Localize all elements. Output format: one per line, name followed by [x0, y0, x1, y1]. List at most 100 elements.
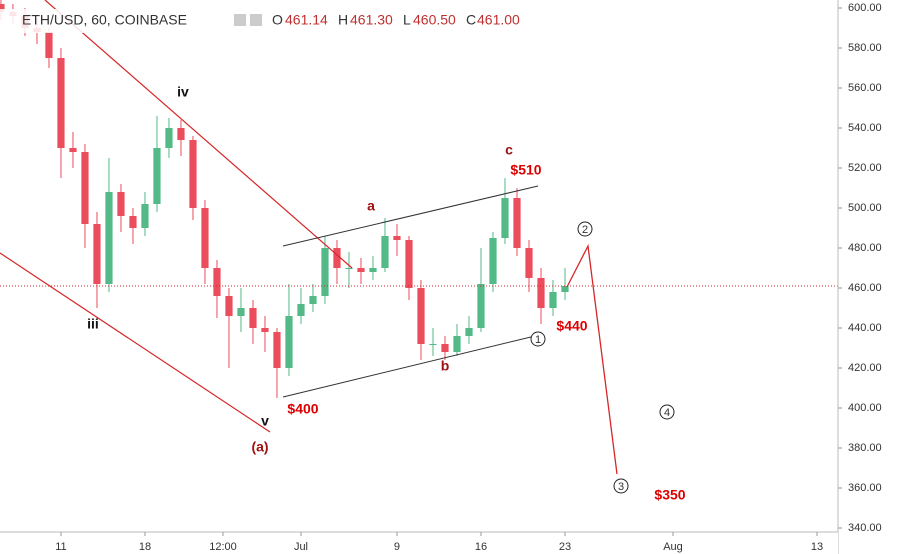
candle-body — [549, 292, 557, 308]
x-tick-label: 16 — [475, 541, 487, 553]
y-tick-label: 420.00 — [848, 362, 882, 374]
candle-body — [477, 284, 485, 328]
axes: 340.00 360.00 380.00 400.00 420.00 440.00 460.… — [55, 2, 881, 553]
wave-number: 1 — [535, 334, 541, 346]
ohlc-value: 461.00 — [477, 12, 520, 28]
candle-body — [537, 278, 545, 308]
ohlc-value: 460.50 — [413, 12, 456, 28]
candle-body — [453, 336, 461, 352]
projection-line — [566, 243, 618, 475]
header-bg — [0, 9, 530, 33]
candle-body — [93, 224, 101, 284]
trend-line — [44, 0, 353, 269]
y-tick-label: 600.00 — [848, 2, 882, 14]
y-tick-label: 480.00 — [848, 242, 882, 254]
y-tick-label: 400.00 — [848, 402, 882, 414]
candle-body — [525, 248, 533, 278]
price-label: $440 — [556, 318, 587, 334]
x-tick-label: 12:00 — [209, 541, 237, 553]
wave-label: iii — [87, 316, 99, 332]
candle-body — [321, 248, 329, 296]
candle-body — [345, 268, 353, 269]
wave-label: c — [505, 142, 513, 158]
candle-body — [225, 296, 233, 316]
candle-body — [429, 344, 437, 345]
ohlc-label: O — [272, 12, 283, 28]
candle-body — [213, 268, 221, 296]
y-tick-label: 580.00 — [848, 42, 882, 54]
x-tick-label: 9 — [394, 541, 400, 553]
wave-label: iv — [177, 84, 189, 100]
ohlc-label: L — [403, 12, 411, 28]
wave-circle — [577, 221, 593, 237]
y-axis-panel — [838, 0, 898, 554]
wave-number: 3 — [618, 481, 624, 493]
icon[interactable] — [250, 14, 262, 26]
wave-label: b — [441, 358, 450, 374]
price-label: $350 — [654, 487, 685, 503]
wave-circle — [659, 404, 675, 420]
candle-body — [333, 248, 341, 268]
wave-label: a — [367, 198, 375, 214]
price-label: $510 — [510, 162, 541, 178]
candle-body — [405, 240, 413, 288]
candle-body — [297, 304, 305, 316]
price-label: $400 — [287, 401, 318, 417]
candle-body — [561, 286, 569, 292]
candle-body — [237, 308, 245, 316]
candle-body — [441, 344, 449, 352]
candle-body — [417, 288, 425, 344]
candle-body — [357, 268, 365, 272]
x-tick-label: Aug — [663, 541, 683, 553]
x-tick-label: 13 — [811, 541, 823, 553]
channel-line — [282, 335, 536, 398]
x-axis-panel — [0, 532, 838, 554]
y-tick-label: 340.00 — [848, 522, 882, 534]
candle-body — [369, 268, 377, 272]
channel-line — [282, 185, 539, 247]
candle-body — [153, 148, 161, 204]
candle-body — [165, 128, 173, 148]
y-tick-label: 560.00 — [848, 82, 882, 94]
candle-body — [501, 198, 509, 238]
y-tick-label: 520.00 — [848, 162, 882, 174]
trend-line — [0, 252, 271, 433]
icon[interactable] — [234, 14, 246, 26]
wave-number: 4 — [664, 407, 670, 419]
candle-body — [45, 32, 53, 58]
candle-body — [261, 328, 269, 332]
wave-label: (a) — [251, 439, 268, 455]
candle-body — [189, 140, 197, 208]
candle-body — [141, 204, 149, 228]
ohlc-value: 461.14 — [285, 12, 328, 28]
candle-body — [489, 238, 497, 284]
candle-body — [381, 236, 389, 268]
y-tick-label: 360.00 — [848, 482, 882, 494]
wave-circle — [530, 331, 546, 347]
x-tick-label: 18 — [139, 541, 151, 553]
ohlc-label: H — [338, 12, 348, 28]
candle-body — [285, 316, 293, 368]
candle-body — [309, 296, 317, 304]
candle-body — [249, 308, 257, 328]
candle-body — [465, 328, 473, 336]
wave-label: v — [261, 413, 269, 429]
y-tick-label: 460.00 — [848, 282, 882, 294]
candle-body — [69, 148, 77, 152]
y-tick-label: 500.00 — [848, 202, 882, 214]
candle-body — [393, 236, 401, 240]
candle-body — [129, 216, 137, 228]
symbol: ETH/USD, 60, COINBASE — [22, 12, 187, 28]
ohlc-value: 461.30 — [350, 12, 393, 28]
wave-circle — [613, 478, 629, 494]
x-tick-label: 23 — [559, 541, 571, 553]
candle-body — [117, 192, 125, 216]
candle-body — [273, 332, 281, 368]
x-tick-label: Jul — [294, 541, 308, 553]
y-tick-label: 540.00 — [848, 122, 882, 134]
candle-body — [201, 208, 209, 268]
wave-number: 2 — [582, 224, 588, 236]
y-tick-label: 440.00 — [848, 322, 882, 334]
